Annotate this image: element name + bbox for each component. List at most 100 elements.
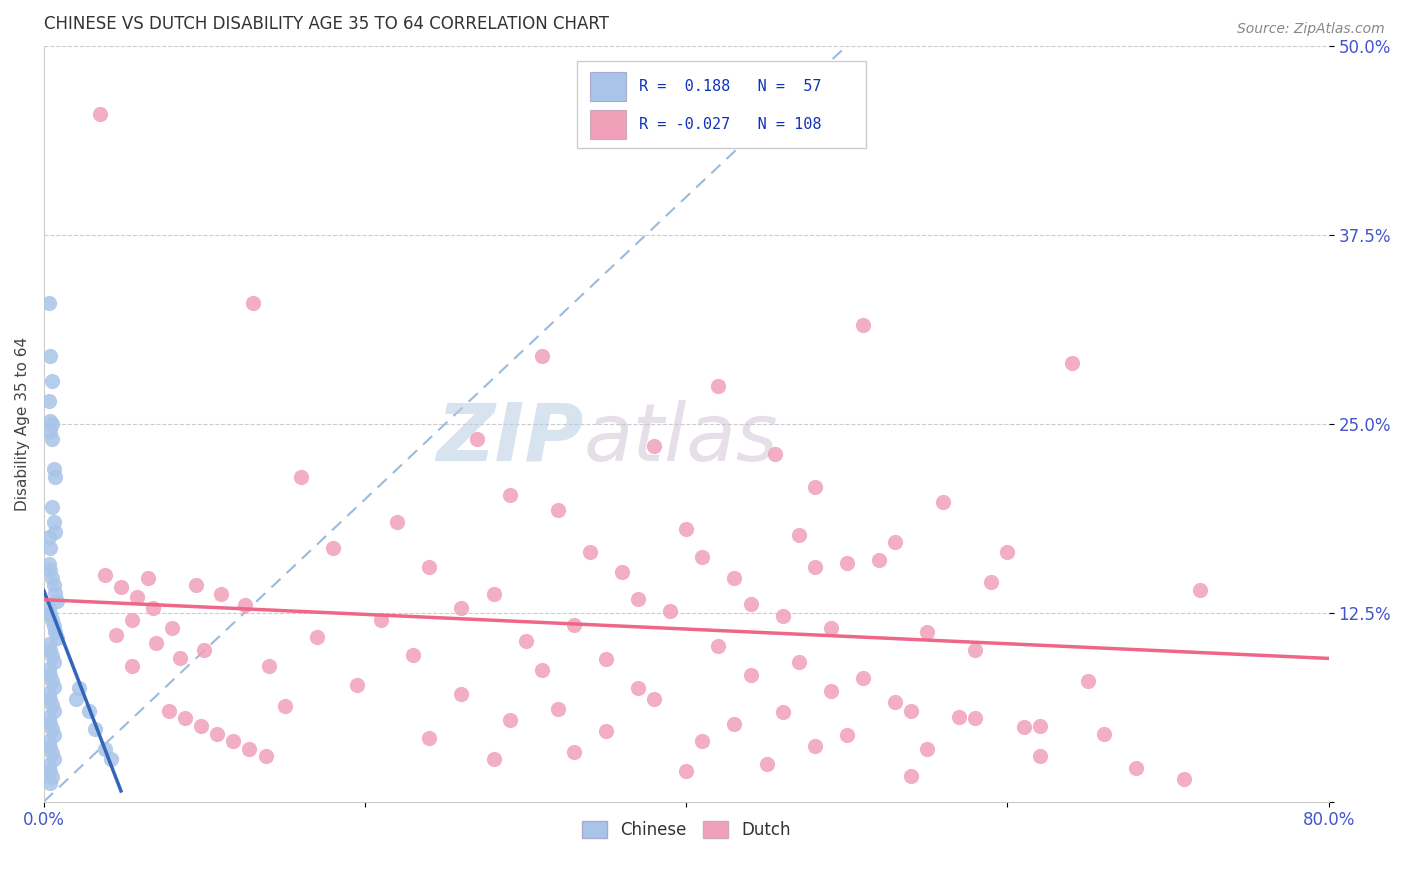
Point — [900, 769, 922, 783]
Point — [41, 771, 63, 785]
Point — [39, 740, 62, 755]
Point — [1125, 761, 1147, 775]
Point — [142, 601, 165, 615]
Point — [803, 560, 825, 574]
Point — [482, 752, 505, 766]
Point — [44, 525, 66, 540]
Point — [38, 295, 60, 310]
Point — [820, 684, 842, 698]
Point — [94, 567, 117, 582]
Point — [257, 658, 280, 673]
Point — [42, 704, 65, 718]
Point — [39, 563, 62, 577]
Point — [39, 643, 62, 657]
Point — [193, 643, 215, 657]
Point — [42, 619, 65, 633]
Point — [41, 698, 63, 712]
Point — [772, 706, 794, 720]
Point — [254, 749, 277, 764]
Point — [209, 587, 232, 601]
Point — [100, 752, 122, 766]
Point — [38, 734, 60, 748]
Point — [868, 552, 890, 566]
Point — [1173, 772, 1195, 786]
Point — [820, 621, 842, 635]
Point — [1028, 719, 1050, 733]
Point — [65, 691, 87, 706]
Text: R =  0.188   N =  57: R = 0.188 N = 57 — [638, 79, 821, 94]
Point — [41, 673, 63, 688]
Point — [467, 432, 489, 446]
Point — [41, 571, 63, 585]
Point — [305, 630, 328, 644]
Point — [77, 704, 100, 718]
Point — [38, 637, 60, 651]
FancyBboxPatch shape — [576, 61, 866, 148]
Text: ZIP: ZIP — [436, 400, 583, 478]
FancyBboxPatch shape — [591, 72, 626, 101]
Point — [482, 587, 505, 601]
Point — [136, 571, 159, 585]
Point — [42, 578, 65, 592]
Point — [852, 671, 875, 685]
Point — [67, 681, 90, 696]
Point — [675, 523, 697, 537]
Text: CHINESE VS DUTCH DISABILITY AGE 35 TO 64 CORRELATION CHART: CHINESE VS DUTCH DISABILITY AGE 35 TO 64… — [44, 15, 609, 33]
Point — [38, 758, 60, 772]
Point — [39, 764, 62, 779]
Point — [370, 613, 392, 627]
Legend: Chinese, Dutch: Chinese, Dutch — [575, 814, 797, 847]
Point — [38, 393, 60, 408]
Point — [38, 710, 60, 724]
Point — [835, 728, 858, 742]
Point — [803, 480, 825, 494]
Point — [562, 617, 585, 632]
Point — [39, 424, 62, 438]
Y-axis label: Disability Age 35 to 64: Disability Age 35 to 64 — [15, 336, 30, 511]
Point — [41, 722, 63, 736]
Point — [41, 374, 63, 388]
Point — [740, 667, 762, 681]
Point — [915, 741, 938, 756]
Point — [498, 713, 520, 727]
Point — [884, 534, 907, 549]
Point — [44, 625, 66, 640]
Point — [900, 704, 922, 718]
Point — [723, 571, 745, 585]
Point — [579, 545, 602, 559]
Point — [41, 746, 63, 760]
Point — [498, 488, 520, 502]
Point — [547, 503, 569, 517]
Point — [44, 469, 66, 483]
Point — [41, 417, 63, 431]
Point — [157, 704, 180, 718]
Point — [38, 686, 60, 700]
Point — [110, 580, 132, 594]
Point — [595, 652, 617, 666]
Point — [121, 658, 143, 673]
Point — [125, 591, 148, 605]
Point — [803, 739, 825, 753]
Point — [675, 764, 697, 779]
Point — [186, 578, 208, 592]
Point — [145, 636, 167, 650]
Point — [39, 541, 62, 555]
Point — [450, 687, 472, 701]
Point — [1060, 356, 1083, 370]
Text: atlas: atlas — [583, 400, 779, 478]
Point — [39, 414, 62, 428]
Point — [755, 756, 778, 771]
Point — [38, 530, 60, 544]
Point — [659, 604, 682, 618]
Point — [105, 628, 128, 642]
Text: Source: ZipAtlas.com: Source: ZipAtlas.com — [1237, 22, 1385, 37]
Point — [387, 515, 409, 529]
Point — [562, 745, 585, 759]
Point — [44, 586, 66, 600]
Point — [39, 691, 62, 706]
Point — [787, 528, 810, 542]
Point — [41, 432, 63, 446]
Point — [41, 613, 63, 627]
Point — [723, 717, 745, 731]
Point — [89, 106, 111, 120]
